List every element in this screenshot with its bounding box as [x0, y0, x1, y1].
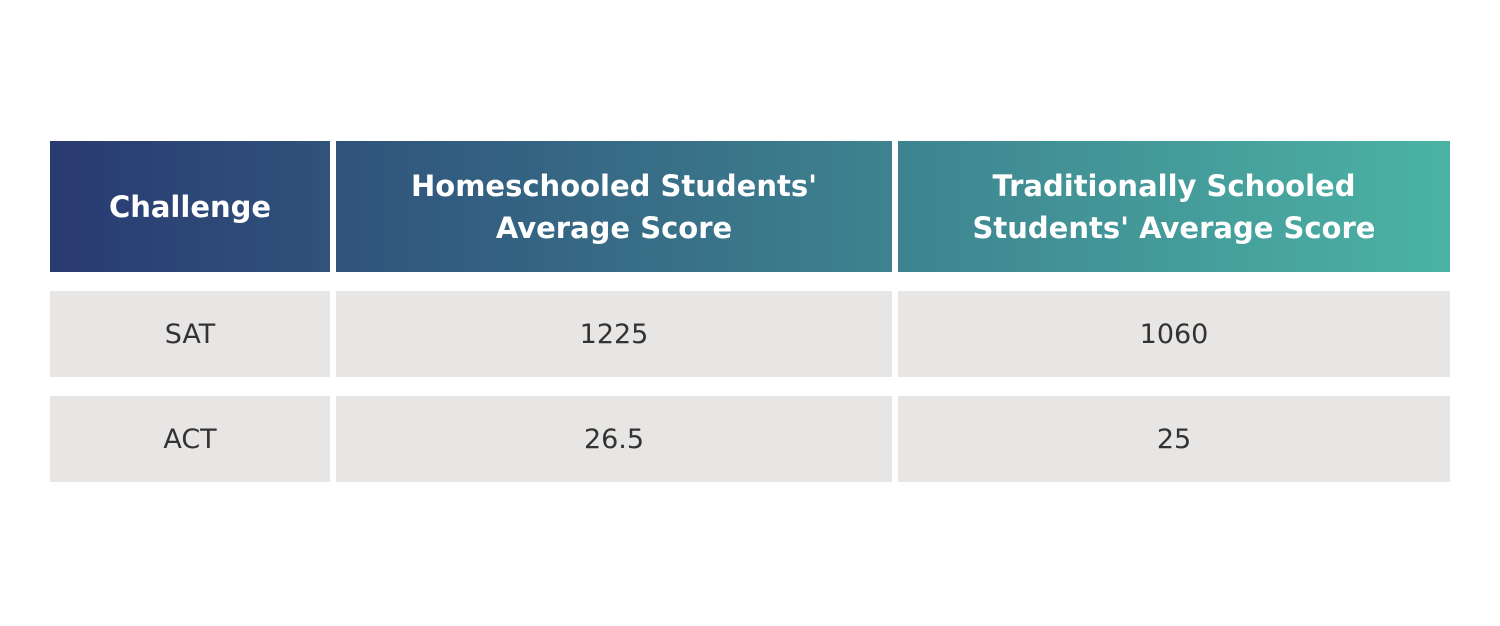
- row-sat-label: SAT: [50, 291, 330, 377]
- header-cell-homeschooled-average: Homeschooled Students' Average Score: [336, 141, 892, 272]
- row-sat-homeschooled-score: 1225: [336, 291, 892, 377]
- row-act-label: ACT: [50, 396, 330, 482]
- row-sat-traditional-score: 1060: [898, 291, 1450, 377]
- header-cell-challenge: Challenge: [50, 141, 330, 272]
- header-cell-traditional-average: Traditionally Schooled Students' Average…: [898, 141, 1450, 272]
- row-act-homeschooled-score: 26.5: [336, 396, 892, 482]
- row-act-traditional-score: 25: [898, 396, 1450, 482]
- scores-table: Challenge Homeschooled Students' Average…: [50, 141, 1450, 482]
